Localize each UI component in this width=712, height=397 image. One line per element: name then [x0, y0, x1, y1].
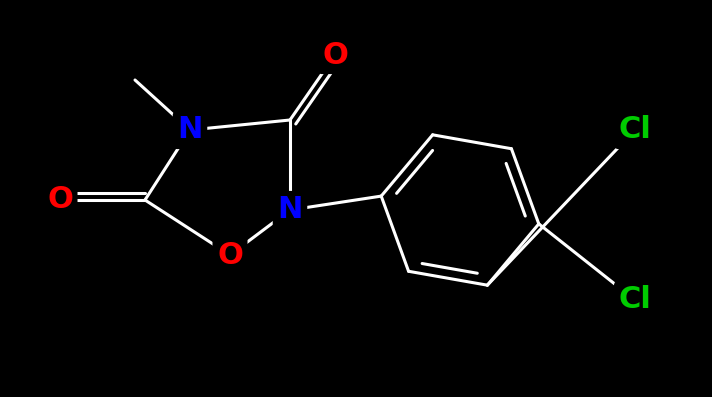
Text: O: O	[47, 185, 73, 214]
Text: Cl: Cl	[619, 285, 651, 314]
Text: O: O	[322, 40, 348, 69]
Text: O: O	[217, 241, 243, 270]
Text: N: N	[177, 116, 203, 145]
Text: N: N	[277, 195, 303, 224]
Text: Cl: Cl	[619, 116, 651, 145]
